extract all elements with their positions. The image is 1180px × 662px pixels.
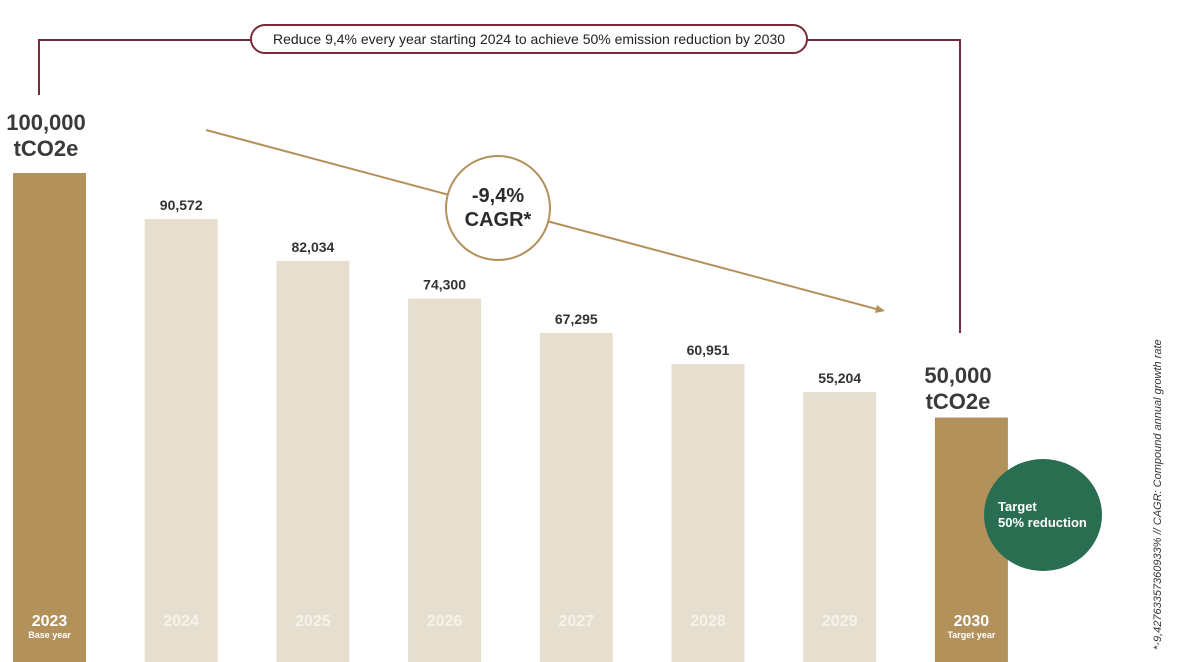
year-label-2026: 2026 xyxy=(427,613,463,630)
bar-2024 xyxy=(144,219,218,662)
base-year-total-label: 100,000 tCO2e xyxy=(0,110,92,162)
target-badge-line2: 50% reduction xyxy=(998,515,1087,530)
value-label-2024: 90,572 xyxy=(160,197,203,213)
value-label-2025: 82,034 xyxy=(291,239,334,255)
reduction-banner: Reduce 9,4% every year starting 2024 to … xyxy=(250,24,808,54)
year-label-2024: 2024 xyxy=(163,613,199,630)
trend-arrow-head xyxy=(875,305,885,313)
bar-2025 xyxy=(276,260,350,662)
footnote-text: *-9,42763357360933% // CAGR: Compound an… xyxy=(1152,339,1164,650)
year-label-2023: 2023 xyxy=(32,613,68,630)
target-total-unit: tCO2e xyxy=(925,389,991,414)
bar-2026 xyxy=(408,298,482,662)
year-sublabel-2023: Base year xyxy=(28,630,71,640)
bar-2029 xyxy=(803,392,877,662)
bar-2023 xyxy=(13,173,86,662)
value-label-2028: 60,951 xyxy=(687,342,730,358)
year-label-2028: 2028 xyxy=(690,613,726,630)
target-reduction-badge: Target 50% reduction xyxy=(984,459,1102,571)
year-sublabel-2030: Target year xyxy=(947,630,995,640)
value-label-2029: 55,204 xyxy=(818,370,861,386)
bar-2027 xyxy=(539,332,613,662)
target-year-total-label: 50,000 tCO2e xyxy=(912,363,1004,415)
target-total-value: 50,000 xyxy=(924,363,992,388)
year-label-2025: 2025 xyxy=(295,613,331,630)
value-label-2026: 74,300 xyxy=(423,277,466,293)
cagr-value: -9,4% xyxy=(471,185,525,207)
base-total-unit: tCO2e xyxy=(13,136,79,161)
year-label-2027: 2027 xyxy=(559,613,595,630)
year-label-2030: 2030 xyxy=(954,613,990,630)
base-total-value: 100,000 xyxy=(6,110,86,135)
cagr-label: CAGR* xyxy=(464,209,532,231)
value-label-2027: 67,295 xyxy=(555,311,598,327)
cagr-footnote: *-9,42763357360933% // CAGR: Compound an… xyxy=(1152,339,1164,650)
year-label-2029: 2029 xyxy=(822,613,858,630)
bar-2028 xyxy=(671,363,745,662)
target-badge-line1: Target xyxy=(998,499,1037,514)
cagr-badge: -9,4% CAGR* xyxy=(445,155,551,261)
